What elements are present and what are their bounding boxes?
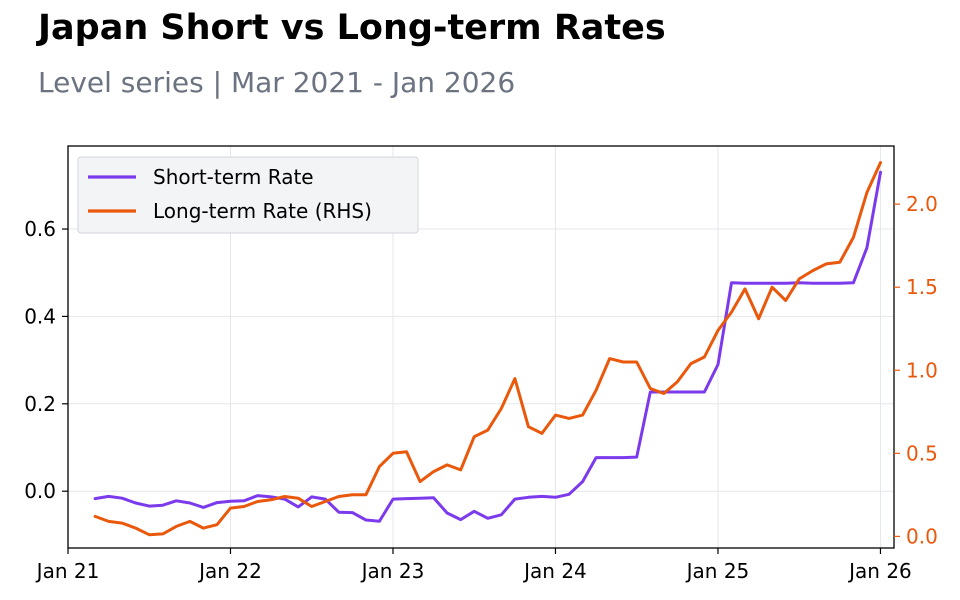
x-tick-label: Jan 21 xyxy=(35,559,100,583)
x-axis: Jan 21 Jan 22 Jan 23 Jan 24 Jan 25 Jan 26 xyxy=(35,548,912,583)
y-left-tick-label: 0.6 xyxy=(24,217,56,241)
series-layer xyxy=(93,161,882,537)
x-tick-label: Jan 24 xyxy=(522,559,587,583)
legend-box xyxy=(77,156,419,234)
series-line-long-term xyxy=(93,161,882,537)
legend-label-long: Long-term Rate (RHS) xyxy=(153,199,372,223)
y-right-tick-label: 2.0 xyxy=(906,192,938,216)
plot-frame xyxy=(67,145,895,549)
y-right-tick-label: 1.5 xyxy=(906,275,938,299)
y-axis-right: 0.0 0.5 1.0 1.5 2.0 xyxy=(894,192,938,548)
y-right-tick-label: 0.5 xyxy=(906,441,938,465)
legend-label-short: Short-term Rate xyxy=(153,165,314,189)
y-left-tick-label: 0.2 xyxy=(24,392,56,416)
y-left-tick-label: 0.4 xyxy=(24,304,56,328)
x-tick-label: Jan 26 xyxy=(847,559,912,583)
y-right-tick-label: 0.0 xyxy=(906,524,938,548)
chart-title: Japan Short vs Long-term Rates xyxy=(38,8,666,48)
x-tick-label: Jan 25 xyxy=(685,559,750,583)
legend: Short-term Rate Long-term Rate (RHS) xyxy=(77,156,419,234)
x-tick-label: Jan 22 xyxy=(197,559,262,583)
series-line-short-term xyxy=(93,170,882,523)
y-left-tick-label: 0.0 xyxy=(24,479,56,503)
y-axis-left: 0.0 0.2 0.4 0.6 xyxy=(24,217,68,503)
chart-subtitle: Level series | Mar 2021 - Jan 2026 xyxy=(38,66,516,99)
y-right-tick-label: 1.0 xyxy=(906,358,938,382)
x-tick-label: Jan 23 xyxy=(360,559,425,583)
